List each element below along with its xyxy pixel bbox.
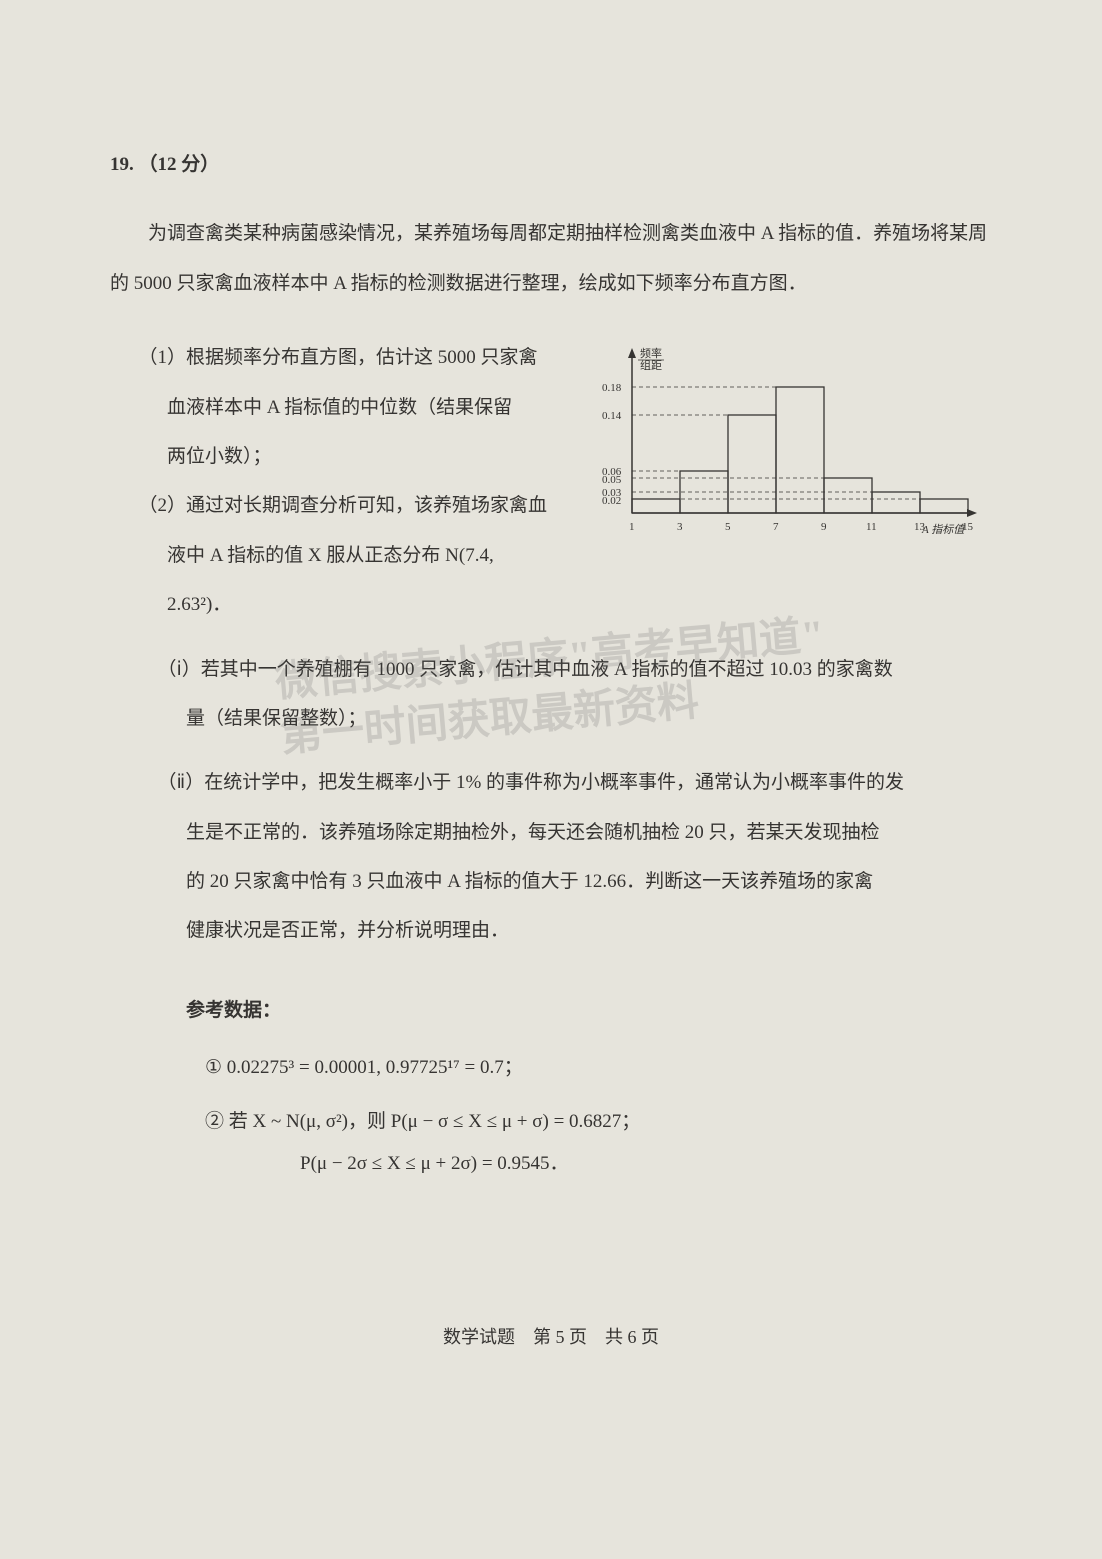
sub-ii-text1: 在统计学中，把发生概率小于 1% 的事件称为小概率事件，通常认为小概率事件的发 — [204, 772, 904, 793]
y-tick-005: 0.05 — [602, 474, 824, 486]
svg-text:15: 15 — [962, 521, 974, 533]
part2-label: （2） — [139, 495, 187, 516]
svg-text:0.18: 0.18 — [602, 382, 622, 394]
svg-text:3: 3 — [677, 521, 683, 533]
svg-text:11: 11 — [866, 521, 877, 533]
reference-line1: ① 0.02275³ = 0.00001, 0.97725¹⁷ = 0.7； — [205, 1047, 992, 1089]
part2-line1: （2）通过对长期调查分析可知，该养殖场家禽血 — [139, 481, 553, 530]
part2-text2: 液中 A 指标的值 X 服从正态分布 N(7.4, 2.63²)． — [167, 531, 552, 630]
y-tick-018: 0.18 — [602, 382, 776, 394]
svg-text:13: 13 — [914, 521, 926, 533]
sub-ii-line4: 健康状况是否正常，并分析说明理由． — [186, 906, 992, 955]
sub-i-label: （ⅰ） — [158, 659, 201, 680]
sub-ii-label: （ⅱ） — [158, 772, 205, 793]
part1-container: （1）根据频率分布直方图，估计这 5000 只家禽 血液样本中 A 指标值的中位… — [110, 333, 992, 629]
part1-text3: 两位小数）； — [167, 432, 552, 481]
y-axis-label-1: 频率 — [640, 346, 662, 360]
question-content: 19. （12 分） 为调查禽类某种病菌感染情况，某养殖场每周都定期抽样检测禽类… — [110, 140, 992, 1185]
svg-text:0.02: 0.02 — [602, 495, 621, 507]
x-ticks: 1 3 5 7 9 11 13 15 — [629, 521, 974, 533]
page-footer: 数学试题 第 5 页 共 6 页 — [0, 1323, 1102, 1349]
sub-part-i: （ⅰ）若其中一个养殖棚有 1000 只家禽，估计其中血液 A 指标的值不超过 1… — [110, 645, 992, 744]
sub-i-line2: 量（结果保留整数）； — [186, 694, 992, 743]
part1-text: （1）根据频率分布直方图，估计这 5000 只家禽 血液样本中 A 指标值的中位… — [110, 333, 572, 629]
question-points: （12 分） — [139, 154, 220, 175]
svg-text:0.05: 0.05 — [602, 474, 622, 486]
reference-line3: P(μ − 2σ ≤ X ≤ μ + 2σ) = 0.9545． — [300, 1143, 992, 1185]
question-intro: 为调查禽类某种病菌感染情况，某养殖场每周都定期抽样检测禽类血液中 A 指标的值．… — [110, 209, 992, 308]
svg-text:0.14: 0.14 — [602, 410, 622, 422]
question-header: 19. （12 分） — [110, 140, 992, 189]
sub-ii-line3: 的 20 只家禽中恰有 3 只血液中 A 指标的值大于 12.66．判断这一天该… — [186, 857, 992, 906]
reference-line2: ② 若 X ~ N(μ, σ²)，则 P(μ − σ ≤ X ≤ μ + σ) … — [205, 1101, 992, 1143]
x-axis-label: A 指标值 — [921, 523, 966, 536]
sub-part-ii: （ⅱ）在统计学中，把发生概率小于 1% 的事件称为小概率事件，通常认为小概率事件… — [110, 758, 992, 956]
svg-text:9: 9 — [821, 521, 827, 533]
part1-line1: （1）根据频率分布直方图，估计这 5000 只家禽 — [139, 333, 553, 382]
reference-title: 参考数据： — [186, 986, 992, 1035]
svg-text:1: 1 — [629, 521, 635, 533]
y-tick-014: 0.14 — [602, 410, 728, 422]
part2-text1: 通过对长期调查分析可知，该养殖场家禽血 — [186, 495, 547, 516]
sub-ii-line2: 生是不正常的．该养殖场除定期抽检外，每天还会随机抽检 20 只，若某天发现抽检 — [186, 808, 992, 857]
part1-text2: 血液样本中 A 指标值的中位数（结果保留 — [167, 383, 552, 432]
part1-label: （1） — [139, 347, 187, 368]
svg-text:7: 7 — [773, 521, 779, 533]
histogram-chart: 频率 组距 A 指标值 0.18 0.14 0.06 — [572, 333, 992, 553]
sub-i-line1: （ⅰ）若其中一个养殖棚有 1000 只家禽，估计其中血液 A 指标的值不超过 1… — [186, 645, 992, 694]
sub-ii-line1: （ⅱ）在统计学中，把发生概率小于 1% 的事件称为小概率事件，通常认为小概率事件… — [186, 758, 992, 807]
y-tick-003: 0.03 — [602, 487, 872, 499]
histogram-bars — [632, 387, 968, 513]
part1-text1: 根据频率分布直方图，估计这 5000 只家禽 — [186, 347, 538, 368]
svg-text:5: 5 — [725, 521, 731, 533]
sub-i-text1: 若其中一个养殖棚有 1000 只家禽，估计其中血液 A 指标的值不超过 10.0… — [201, 659, 893, 680]
question-number: 19. — [110, 154, 134, 175]
